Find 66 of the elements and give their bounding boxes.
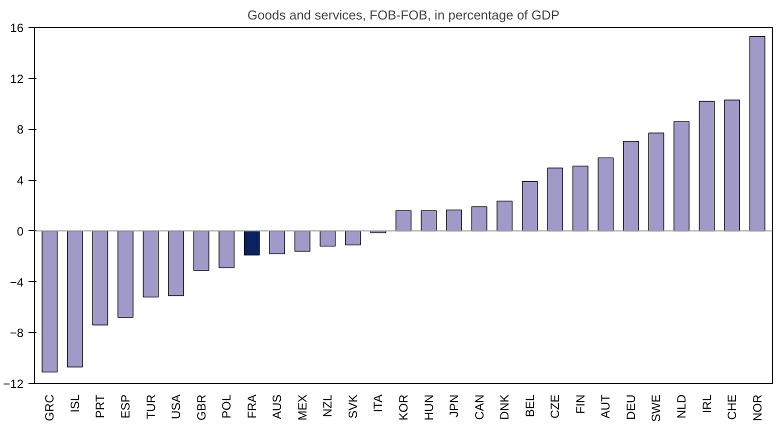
bar bbox=[724, 100, 740, 232]
bar bbox=[193, 230, 210, 271]
bar bbox=[471, 206, 488, 232]
x-tick-label: AUT bbox=[598, 394, 613, 418]
x-tick-label: HUN bbox=[422, 394, 436, 420]
bar bbox=[345, 230, 361, 246]
x-tick-label: ISL bbox=[68, 394, 82, 413]
x-tick-label: ESP bbox=[118, 394, 132, 419]
bar bbox=[749, 36, 766, 232]
y-tick-label: 8 bbox=[16, 122, 24, 137]
bar bbox=[320, 230, 336, 247]
x-tick-label: TUR bbox=[144, 394, 158, 420]
y-tick-label: 16 bbox=[10, 21, 24, 35]
bar bbox=[623, 140, 639, 232]
chart-title: Goods and services, FOB-FOB, in percentage of GDP bbox=[247, 8, 560, 22]
y-tick-label: 4 bbox=[16, 174, 24, 188]
bar bbox=[67, 230, 83, 368]
x-tick-label: USA bbox=[169, 394, 184, 420]
x-tick-label: DEU bbox=[624, 394, 638, 420]
bar bbox=[598, 157, 614, 232]
bar bbox=[674, 121, 690, 232]
bar bbox=[698, 100, 715, 232]
bar bbox=[522, 180, 538, 232]
x-tick-label: GBR bbox=[194, 394, 208, 421]
bar bbox=[572, 166, 588, 232]
y-tick-label: −4 bbox=[10, 275, 24, 290]
y-tick-label: 12 bbox=[10, 72, 24, 86]
bar bbox=[168, 230, 184, 296]
x-tick-label: CAN bbox=[472, 394, 486, 420]
bar bbox=[446, 210, 462, 232]
bar bbox=[547, 168, 564, 232]
x-tick-label: BEL bbox=[522, 394, 537, 418]
x-tick-label: DNK bbox=[498, 394, 512, 420]
x-tick-label: NZL bbox=[320, 394, 335, 418]
bar bbox=[420, 210, 437, 232]
x-tick-label: SWE bbox=[649, 394, 664, 422]
x-tick-label: GRC bbox=[42, 394, 57, 422]
x-tick-label: POL bbox=[220, 394, 234, 419]
bar bbox=[648, 132, 664, 232]
x-tick-label: CZE bbox=[548, 394, 562, 418]
y-tick-label: −8 bbox=[10, 326, 24, 340]
bar bbox=[218, 230, 235, 268]
x-tick-label: KOR bbox=[396, 394, 410, 421]
x-tick-label: IRL bbox=[700, 394, 714, 414]
x-tick-label: NOR bbox=[750, 394, 764, 422]
x-tick-label: FRA bbox=[244, 394, 259, 418]
bar bbox=[294, 230, 310, 252]
x-tick-label: CHE bbox=[725, 394, 740, 420]
bar bbox=[142, 230, 159, 298]
x-tick-label: FIN bbox=[573, 394, 588, 414]
x-tick-label: PRT bbox=[93, 394, 108, 418]
y-tick-label: −12 bbox=[3, 377, 24, 391]
x-tick-label: SVK bbox=[346, 394, 360, 419]
bar bbox=[92, 230, 108, 326]
bar bbox=[496, 200, 513, 232]
y-tick-label: 0 bbox=[16, 224, 24, 238]
x-tick-label: AUS bbox=[270, 394, 284, 420]
bar bbox=[269, 230, 286, 254]
x-tick-label: NLD bbox=[674, 394, 689, 419]
x-tick-label: ITA bbox=[371, 394, 386, 412]
bar bbox=[244, 230, 260, 256]
bar bbox=[42, 230, 58, 372]
x-tick-label: JPN bbox=[447, 394, 462, 418]
bar bbox=[396, 210, 412, 232]
bar bbox=[118, 230, 134, 318]
x-tick-label: MEX bbox=[295, 394, 310, 421]
